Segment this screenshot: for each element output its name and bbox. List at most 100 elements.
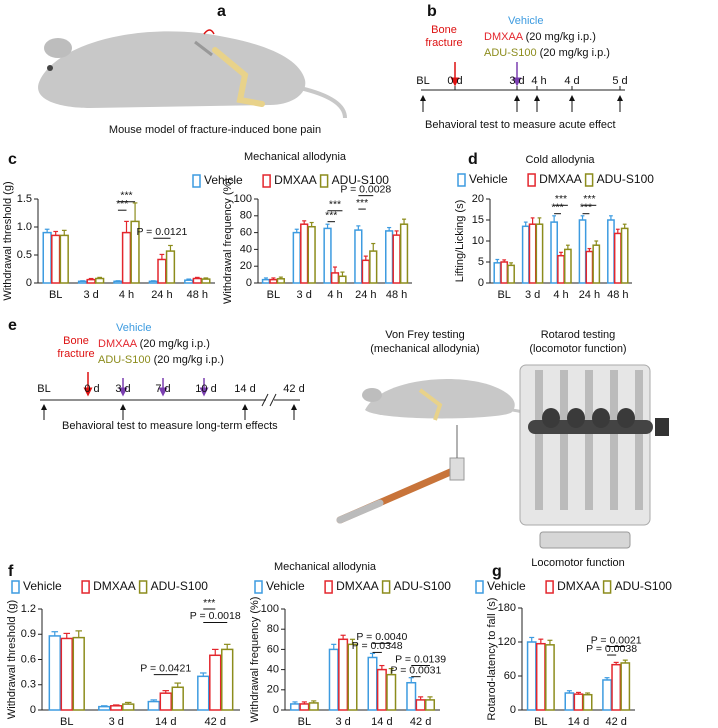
significance-label: *** [583, 193, 595, 205]
chart-title: Mechanical allodynia [244, 151, 347, 163]
drug-name: DMXAA [484, 31, 524, 43]
bar [86, 278, 96, 284]
y-tick-label: 60 [240, 227, 252, 239]
bar [500, 261, 509, 284]
bar [526, 641, 537, 711]
legend-label: ADU-S100 [332, 173, 390, 187]
bar [308, 702, 319, 711]
timeline-label: BL [37, 383, 50, 395]
y-tick-label: 0 [478, 277, 484, 289]
y-tick-label: 0 [30, 704, 36, 716]
bar [276, 278, 285, 284]
x-tick-label: 3 d [525, 289, 540, 301]
bar [424, 699, 436, 711]
timeline [40, 372, 300, 420]
bar [521, 225, 530, 284]
y-tick-label: 20 [267, 684, 279, 696]
bar [406, 681, 417, 711]
bar [221, 648, 234, 711]
bar [184, 279, 194, 284]
panel-caption: Mouse model of fracture-induced bone pai… [109, 124, 321, 136]
x-tick-label: 3 d [109, 716, 124, 728]
y-tick-label: 100 [261, 603, 279, 615]
legend-swatch [602, 580, 612, 594]
bar [328, 648, 339, 711]
x-tick-label: 48 h [187, 289, 208, 301]
y-axis-label: Lifting/Licking (s) [454, 200, 466, 283]
y-tick-label: 10 [472, 235, 484, 247]
y-tick-label: 0 [246, 277, 252, 289]
y-tick-label: 0 [273, 704, 279, 716]
x-tick-label: BL [60, 716, 73, 728]
drug-dose: (20 mg/kg i.p.) [154, 354, 224, 366]
drug-name: ADU-S100 [484, 47, 537, 59]
bar [165, 250, 176, 284]
y-tick-label: 40 [240, 243, 252, 255]
y-tick-label: 20 [240, 260, 252, 272]
y-tick-label: 0 [510, 704, 516, 716]
y-tick-label: 0 [26, 277, 32, 289]
x-tick-label: 42 d [410, 716, 431, 728]
bar [415, 699, 426, 711]
bar [347, 643, 358, 711]
bar [72, 636, 85, 711]
timeline-label: 10 d [195, 383, 216, 395]
bar [171, 686, 184, 711]
bar [59, 234, 69, 284]
bar [545, 644, 555, 711]
illustration-title: (mechanical allodynia) [370, 343, 479, 355]
legend-swatch [457, 173, 466, 187]
bar [557, 254, 565, 284]
x-tick-label: BL [267, 289, 280, 301]
bar [385, 230, 394, 284]
y-tick-label: 1.5 [17, 193, 32, 205]
timeline-event: fracture [57, 348, 94, 360]
x-tick-label: 4 h [119, 289, 134, 301]
y-axis-label: Withdrawal threshold (g) [2, 181, 14, 300]
bar [300, 223, 309, 284]
y-tick-label: 180 [498, 602, 516, 614]
bar [338, 638, 349, 711]
legend-label: Vehicle [204, 173, 243, 187]
legend-label: Vehicle [469, 172, 508, 186]
x-tick-label: BL [497, 289, 510, 301]
legend-swatch [11, 580, 20, 594]
significance-label: P = 0.0031 [390, 664, 441, 676]
chart-title: Mechanical allodynia [274, 561, 377, 573]
timeline-label: BL [416, 75, 429, 87]
bar [535, 223, 544, 284]
legend-label: Vehicle [487, 579, 526, 593]
significance-label: P = 0.0021 [591, 634, 642, 646]
bar [157, 258, 167, 284]
y-tick-label: 80 [267, 623, 279, 635]
drug-name: ADU-S100 [98, 354, 151, 366]
significance-label: *** [551, 201, 563, 213]
x-tick-label: 14 d [371, 716, 392, 728]
significance-label: *** [116, 198, 128, 210]
legend-label: DMXAA [93, 579, 136, 593]
significance-label: P = 0.0421 [140, 662, 191, 674]
x-tick-label: 4 h [327, 289, 342, 301]
bar [122, 703, 135, 711]
timeline-label: 3 d [115, 383, 130, 395]
timeline-label: 42 d [283, 383, 304, 395]
bar [582, 693, 593, 711]
drug-dose: (20 mg/kg i.p.) [540, 47, 610, 59]
bar [550, 221, 559, 284]
legend-swatch [254, 580, 263, 594]
chart-title: Cold allodynia [525, 154, 595, 166]
treatment: ADU-S100 (20 mg/kg i.p.) [98, 354, 224, 366]
timeline-event: Bone [431, 24, 457, 36]
significance-label: *** [356, 197, 368, 209]
significance-label: P = 0.0121 [136, 226, 187, 238]
timeline-event: Bone [63, 335, 89, 347]
timeline-label: 5 d [612, 75, 627, 87]
bar [620, 227, 629, 284]
timeline-label: 0 d [84, 383, 99, 395]
bar [197, 675, 210, 711]
bar [392, 234, 401, 284]
bar [338, 275, 347, 284]
drug-dose: (20 mg/kg i.p.) [526, 31, 596, 43]
x-tick-label: 48 h [607, 289, 628, 301]
